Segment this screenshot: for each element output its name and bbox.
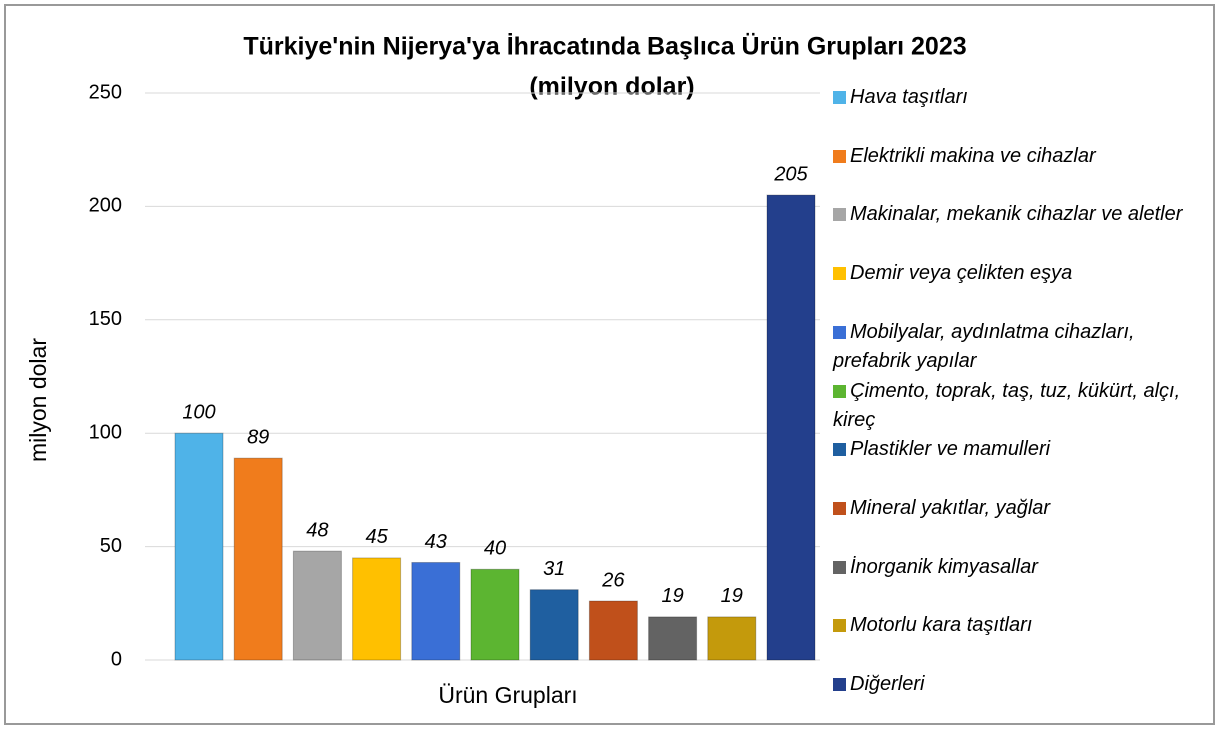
x-axis-title: Ürün Grupları (438, 682, 577, 708)
legend-swatch (833, 443, 846, 457)
legend-swatch (833, 560, 846, 574)
value-label: 48 (306, 519, 328, 541)
bar (470, 568, 520, 661)
legend-label: Motorlu kara taşıtları (850, 614, 1033, 637)
bar (648, 616, 698, 661)
y-tick-label: 150 (89, 308, 122, 330)
legend-label: İnorganik kimyasallar (850, 555, 1038, 578)
y-tick-label: 100 (89, 421, 122, 443)
bar (588, 600, 638, 661)
legend-swatch (833, 678, 846, 691)
legend-item: Demir veya çelikten eşya (833, 259, 1213, 288)
legend-label: Mineral yakıtlar, yağlar (850, 496, 1051, 519)
legend-label: Makinalar, mekanik cihazlar ve aletler (850, 203, 1183, 226)
legend-swatch (833, 149, 846, 163)
y-tick-label: 250 (89, 81, 122, 103)
value-label: 31 (543, 558, 565, 580)
legend-item: Diğerleri (833, 670, 1213, 699)
legend-item: Çimento, toprak, taş, tuz, kükürt, alçı,… (833, 377, 1213, 435)
bar (411, 561, 461, 661)
value-label: 45 (365, 526, 388, 548)
legend-item: Mineral yakıtlar, yağlar (833, 494, 1213, 523)
legend-label: Hava taşıtları (850, 86, 968, 108)
legend-label: Diğerleri (850, 673, 925, 695)
bar (174, 432, 224, 661)
chart-subtitle: (milyon dolar) (529, 73, 694, 101)
value-label: 205 (773, 163, 808, 185)
legend-swatch (833, 501, 846, 515)
legend-item: Motorlu kara taşıtları (833, 611, 1213, 640)
value-label: 26 (601, 569, 625, 591)
bar (352, 557, 402, 661)
value-label: 100 (182, 401, 215, 423)
legend-item: Makinalar, mekanik cihazlar ve aletler (833, 200, 1213, 229)
legend-swatch (833, 384, 846, 398)
legend-label: Çimento, toprak, taş, tuz, kükürt, alçı,… (833, 379, 1181, 431)
legend-label: Elektrikli makina ve cihazlar (850, 144, 1096, 167)
legend-item: Hava taşıtları (833, 83, 1213, 112)
legend-item: Mobilyalar, aydınlatma cihazları, prefab… (833, 318, 1213, 376)
value-label: 43 (425, 531, 447, 553)
legend-swatch (833, 325, 846, 339)
value-label: 40 (484, 538, 506, 560)
legend-label: Mobilyalar, aydınlatma cihazları, prefab… (833, 320, 1135, 372)
y-axis-title: milyon dolar (25, 338, 51, 462)
chart-title: Türkiye'nin Nijerya'ya İhracatında Başlı… (243, 32, 966, 61)
value-label: 19 (661, 585, 683, 607)
legend-item: Elektrikli makina ve cihazlar (833, 142, 1213, 171)
bar (233, 457, 283, 661)
legend-swatch (833, 619, 846, 633)
legend-label: Demir veya çelikten eşya (850, 262, 1073, 285)
legend-swatch (833, 267, 846, 281)
y-tick-label: 50 (100, 535, 122, 557)
y-tick-label: 200 (89, 195, 122, 217)
legend-swatch (833, 208, 846, 222)
value-label: 19 (721, 585, 743, 607)
y-tick-label: 0 (111, 648, 122, 670)
bar (766, 194, 816, 661)
legend-item: Plastikler ve mamulleri (833, 435, 1213, 464)
legend-label: Plastikler ve mamulleri (850, 438, 1051, 461)
bar (707, 616, 757, 661)
legend-item: İnorganik kimyasallar (833, 553, 1213, 582)
bar (292, 550, 342, 661)
legend-swatch (833, 91, 846, 104)
bar (529, 589, 579, 661)
value-label: 89 (247, 426, 269, 448)
